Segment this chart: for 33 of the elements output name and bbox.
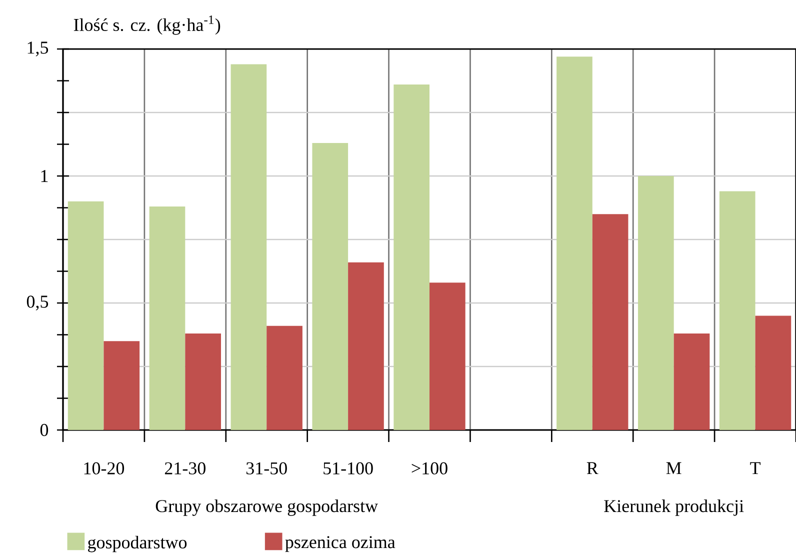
y-tick-label: 0,5 bbox=[26, 296, 48, 310]
x-tick-label: 31-50 bbox=[246, 462, 287, 474]
bar bbox=[394, 84, 430, 430]
bar bbox=[68, 201, 104, 430]
y-tick-label: 1,5 bbox=[28, 42, 48, 56]
y-tick-label: 0 bbox=[40, 424, 48, 436]
bar bbox=[755, 316, 792, 430]
bar bbox=[149, 206, 186, 430]
legend-label: gospodarstwo bbox=[88, 536, 187, 552]
y-tick-label: 1 bbox=[41, 170, 48, 182]
bar bbox=[185, 333, 222, 430]
bar bbox=[430, 282, 466, 430]
legend-label: pszenica ozima bbox=[285, 536, 396, 552]
x-tick-label: 21-30 bbox=[164, 462, 206, 474]
text: Kierunek produkcji bbox=[604, 500, 744, 516]
bar bbox=[719, 191, 756, 430]
x-tick-label: 10-20 bbox=[84, 462, 124, 474]
bar bbox=[348, 262, 384, 430]
y-axis-title: Ilość s. cz. (kg·ha$^{-1}$) bbox=[74, 16, 220, 35]
bar bbox=[312, 142, 348, 430]
bar bbox=[266, 326, 302, 430]
text: Grupy obszarowe gospodarstw bbox=[156, 500, 378, 516]
bar bbox=[104, 341, 140, 430]
bar bbox=[638, 176, 674, 430]
bar bbox=[556, 56, 592, 430]
x-tick-label: R bbox=[586, 462, 598, 474]
bar bbox=[592, 214, 628, 430]
bar bbox=[230, 64, 267, 430]
x-tick-label: M bbox=[666, 462, 682, 474]
x-tick-label: 51-100 bbox=[324, 462, 373, 474]
bar bbox=[674, 333, 710, 430]
x-tick-label: T bbox=[750, 462, 760, 474]
x-tick-label: >100 bbox=[412, 462, 448, 474]
